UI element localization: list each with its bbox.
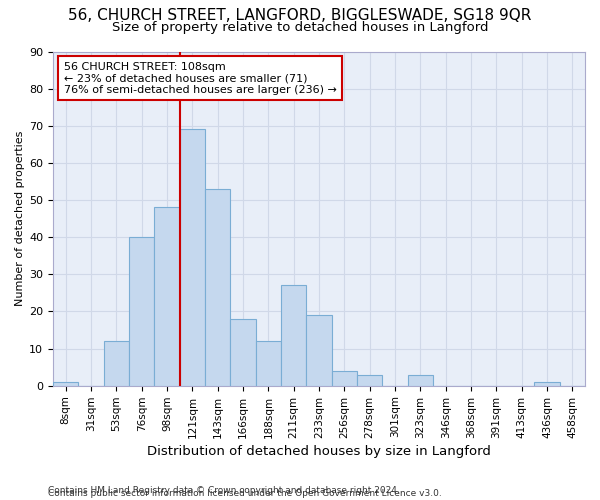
- Bar: [281, 286, 307, 386]
- Bar: [154, 208, 179, 386]
- Bar: [307, 315, 332, 386]
- Text: 56, CHURCH STREET, LANGFORD, BIGGLESWADE, SG18 9QR: 56, CHURCH STREET, LANGFORD, BIGGLESWADE…: [68, 8, 532, 22]
- Bar: [256, 341, 281, 386]
- Text: Contains public sector information licensed under the Open Government Licence v3: Contains public sector information licen…: [48, 490, 442, 498]
- Bar: [179, 130, 205, 386]
- X-axis label: Distribution of detached houses by size in Langford: Distribution of detached houses by size …: [147, 444, 491, 458]
- Bar: [53, 382, 79, 386]
- Bar: [230, 319, 256, 386]
- Text: Size of property relative to detached houses in Langford: Size of property relative to detached ho…: [112, 21, 488, 34]
- Bar: [129, 237, 154, 386]
- Bar: [535, 382, 560, 386]
- Bar: [407, 374, 433, 386]
- Y-axis label: Number of detached properties: Number of detached properties: [15, 131, 25, 306]
- Bar: [104, 341, 129, 386]
- Text: Contains HM Land Registry data © Crown copyright and database right 2024.: Contains HM Land Registry data © Crown c…: [48, 486, 400, 495]
- Bar: [205, 189, 230, 386]
- Bar: [357, 374, 382, 386]
- Text: 56 CHURCH STREET: 108sqm
← 23% of detached houses are smaller (71)
76% of semi-d: 56 CHURCH STREET: 108sqm ← 23% of detach…: [64, 62, 337, 94]
- Bar: [332, 371, 357, 386]
